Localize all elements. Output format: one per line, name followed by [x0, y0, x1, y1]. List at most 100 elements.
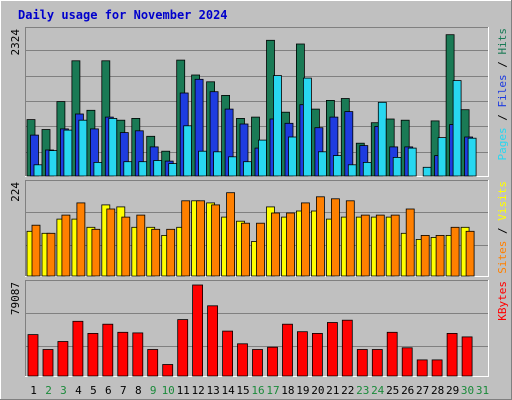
- bar-kbytes-day-28: [431, 359, 443, 377]
- bar-pages-day-7: [123, 161, 133, 177]
- bar-pages-day-10: [168, 163, 178, 177]
- bar-kbytes-day-14: [222, 330, 234, 377]
- x-tick-label: 24: [371, 384, 385, 397]
- bar-pages-day-20: [317, 151, 327, 177]
- bar-pages-day-5: [93, 161, 103, 177]
- x-tick-label: 27: [416, 384, 429, 397]
- bar-sites-day-6: [106, 208, 116, 277]
- bar-pages-day-12: [198, 150, 208, 177]
- bar-sites-day-17: [271, 212, 280, 277]
- bar-kbytes-day-15: [237, 343, 248, 377]
- side-legend-visits: Visits: [496, 181, 509, 221]
- bar-pages-day-2: [48, 150, 58, 177]
- bar-pages-day-17: [273, 75, 282, 177]
- x-tick-label: 25: [386, 384, 399, 397]
- side-legend-hits: Hits: [496, 28, 509, 55]
- bar-sites-day-8: [136, 214, 146, 277]
- chart-panels: 2324 Pages / Files / Hits 224 Sites / Visit…: [9, 27, 509, 377]
- bar-pages-day-28: [437, 137, 447, 177]
- bar-sites-day-20: [315, 196, 325, 277]
- bar-sites-day-30: [465, 230, 475, 277]
- bar-pages-day-29: [452, 80, 462, 177]
- bar-kbytes-day-21: [326, 322, 338, 377]
- bar-sites-day-28: [435, 234, 445, 277]
- bar-sites-day-9: [151, 228, 161, 277]
- bar-pages-day-22: [347, 164, 357, 177]
- bar-kbytes-day-10: [162, 364, 174, 377]
- x-tick-label: 13: [206, 384, 219, 397]
- x-tick-label: 7: [120, 384, 127, 397]
- bar-pages-day-23: [362, 161, 372, 177]
- x-tick-label: 20: [311, 384, 324, 397]
- bar-sites-day-16: [256, 222, 265, 277]
- x-tick-label: 1: [30, 384, 37, 397]
- bar-kbytes-day-19: [296, 331, 308, 377]
- panel-hits-files-pages: 2324 Pages / Files / Hits: [9, 27, 509, 177]
- x-tick-label: 10: [162, 384, 175, 397]
- side-legend-files: Files: [496, 74, 509, 107]
- bar-kbytes-day-6: [102, 323, 114, 377]
- bar-pages-day-15: [243, 161, 252, 177]
- x-tick-label: 17: [266, 384, 279, 397]
- side-legend-kbytes: KBytes: [496, 281, 509, 321]
- x-tick-label: 5: [90, 384, 97, 397]
- bar-pages-day-3: [63, 129, 73, 177]
- side-legend: Sites / Visits: [496, 181, 509, 274]
- side-legend-separator: /: [496, 55, 509, 75]
- bar-pages-day-21: [332, 155, 342, 177]
- x-tick-label: 6: [105, 384, 112, 397]
- x-tick-label: 28: [431, 384, 444, 397]
- x-axis-day-labels: 1 2 3 4 5 6 7 8 9 10 11 12 13 14 15 16 17 18 19 20 21 22 23 24 2…: [30, 384, 489, 397]
- bar-kbytes-day-8: [132, 332, 144, 377]
- y-max-label: 79087: [9, 282, 22, 315]
- panel-visits-sites: 224 Sites / Visits: [9, 180, 509, 277]
- bar-kbytes-day-12: [192, 284, 204, 377]
- x-tick-label: 18: [281, 384, 294, 397]
- side-legend: Pages / Files / Hits: [496, 28, 509, 161]
- panel-kbytes: 79087 KBytes: [9, 280, 509, 377]
- bar-kbytes-day-27: [416, 359, 428, 377]
- x-tick-label: 9: [150, 384, 157, 397]
- x-tick-label: 31: [476, 384, 489, 397]
- bar-kbytes-day-23: [356, 349, 368, 377]
- bar-kbytes-day-11: [177, 319, 189, 377]
- bar-sites-day-1: [31, 224, 41, 277]
- bar-sites-day-13: [211, 204, 221, 277]
- bar-kbytes-day-29: [446, 332, 458, 377]
- side-legend-separator: /: [496, 108, 509, 128]
- y-max-label: 2324: [9, 29, 22, 56]
- bar-sites-day-23: [360, 214, 370, 277]
- bar-pages-day-30: [467, 137, 477, 177]
- bar-sites-day-15: [241, 222, 250, 277]
- bar-kbytes-day-30: [461, 336, 473, 377]
- chart-title: Daily usage for November 2024: [18, 8, 228, 22]
- y-max-label: 224: [9, 182, 22, 202]
- x-tick-label: 22: [341, 384, 354, 397]
- bar-kbytes-day-26: [401, 347, 413, 377]
- side-legend-separator: /: [496, 221, 509, 241]
- bar-sites-day-29: [450, 226, 460, 277]
- bar-pages-day-27: [422, 166, 432, 177]
- bar-kbytes-day-18: [282, 323, 293, 377]
- bar-pages-day-13: [213, 151, 223, 177]
- bar-kbytes-day-2: [42, 349, 54, 377]
- bar-sites-day-18: [286, 212, 295, 277]
- bar-kbytes-day-4: [72, 320, 84, 377]
- x-tick-label: 2: [45, 384, 52, 397]
- bar-pages-day-9: [153, 160, 163, 177]
- bar-pages-day-19: [302, 77, 312, 177]
- bar-kbytes-day-7: [117, 331, 129, 377]
- bar-pages-day-24: [377, 101, 387, 177]
- bar-pages-day-26: [407, 147, 417, 177]
- x-tick-label: 3: [60, 384, 67, 397]
- x-tick-label: 26: [401, 384, 414, 397]
- x-tick-label: 12: [191, 384, 204, 397]
- bar-sites-day-21: [330, 198, 340, 277]
- bar-pages-day-4: [78, 119, 88, 177]
- bar-kbytes-day-22: [341, 319, 353, 377]
- x-tick-label: 11: [177, 384, 190, 397]
- bar-kbytes-day-13: [207, 305, 219, 377]
- bar-pages-day-25: [392, 156, 402, 177]
- x-tick-label: 16: [251, 384, 264, 397]
- bar-kbytes-day-16: [252, 349, 263, 377]
